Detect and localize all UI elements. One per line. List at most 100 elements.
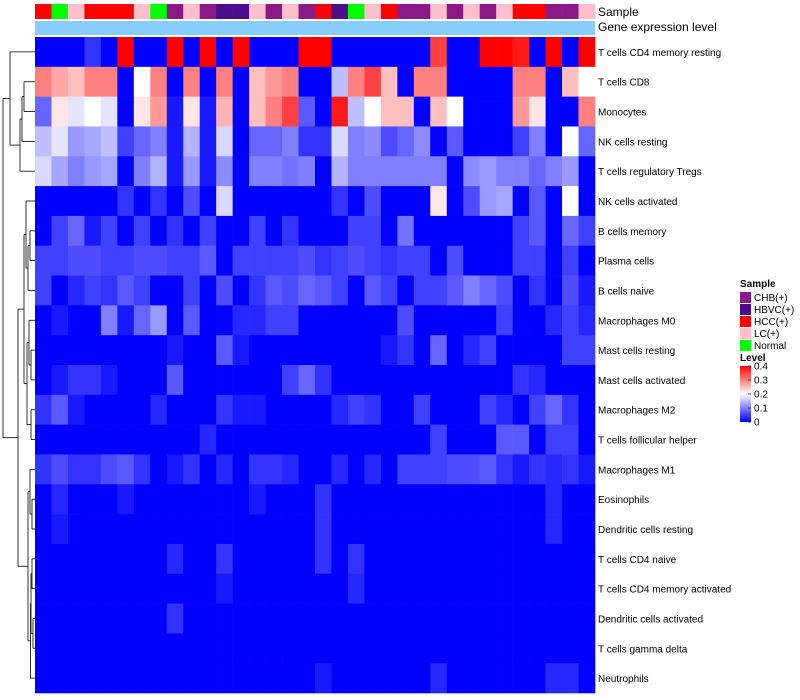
heatmap-cell [479,126,497,157]
sample-cell [133,4,151,19]
heatmap-cell [331,275,349,306]
heatmap-cell [347,126,365,157]
heatmap-cell [413,275,431,306]
heatmap-cell [446,186,464,217]
heatmap-cell [463,454,481,485]
heatmap-cell [100,186,118,217]
heatmap-cell [51,245,69,276]
heatmap-cell [265,454,283,485]
heatmap-cell [183,245,201,276]
heatmap-cell [347,156,365,187]
heatmap-cell [578,37,596,68]
sample-cell [150,4,168,19]
heatmap-cell [496,365,513,396]
heatmap-cell [133,603,151,634]
heatmap-cell [578,543,596,575]
heatmap-cell [446,245,464,276]
heatmap-cell [315,633,332,664]
heatmap-cell [446,633,464,664]
sample-cell [51,4,69,19]
heatmap-cell [479,335,497,366]
heatmap-cell [51,514,69,545]
heatmap-cell [512,305,530,336]
heatmap-cell [133,37,151,68]
heatmap-cell [315,573,332,604]
heatmap-cell [315,245,332,276]
sample-annotation-bar [35,4,596,21]
heatmap-cell [84,66,102,97]
heatmap-cell [315,484,332,515]
heatmap-cell [430,454,448,485]
gene-expression-annotation-bar [35,21,595,35]
heatmap-cell [35,245,52,276]
heatmap-cell [67,335,85,366]
heatmap-cell [282,633,299,664]
heatmap-cell [150,424,168,455]
row-label: B cells memory [598,227,666,238]
heatmap-cell [545,96,563,127]
row-label: T cells gamma delta [598,644,688,655]
heatmap-cell [463,126,481,157]
heatmap-cell [249,156,266,187]
heatmap-cell [249,66,266,97]
heatmap-cell [413,663,431,694]
heatmap-cell [413,305,431,336]
heatmap-cell [249,96,266,127]
heatmap-cell [446,66,464,97]
heatmap-cell [265,633,283,664]
heatmap-cell [166,126,184,157]
heatmap-cell [496,484,513,515]
heatmap-cell [380,454,398,485]
heatmap-cell [117,663,135,694]
heatmap-cell [84,156,102,187]
heatmap-cell [232,424,250,455]
heatmap-cell [413,543,431,575]
heatmap-cell [562,663,579,694]
heatmap-cell [282,275,299,306]
heatmap-cell [512,633,530,664]
heatmap-cell [183,663,201,694]
heatmap-cell [282,245,299,276]
heatmap-cell [166,365,184,396]
heatmap-cell [166,215,184,247]
heatmap-cell [100,424,118,455]
heatmap-cell [397,424,415,455]
heatmap-cell [397,633,415,664]
heatmap-cell [67,215,85,247]
heatmap-cell [84,603,102,634]
heatmap-cell [298,215,316,247]
heatmap-cell [529,186,546,217]
heatmap-cell [183,275,201,306]
row-label: T cells CD4 naive [598,555,677,566]
heatmap-cell [463,156,481,187]
heatmap-cell [380,245,398,276]
heatmap-cell [463,96,481,127]
row-label: NK cells resting [598,137,667,148]
heatmap-cell [562,603,579,634]
row-label: Neutrophils [598,674,649,685]
heatmap-cell [133,543,151,575]
heatmap-cell [529,633,546,664]
sample-cell [413,4,431,19]
heatmap-cell [578,365,596,396]
heatmap-cell [512,186,530,217]
heatmap-cell [545,305,563,336]
heatmap-cell [430,215,448,247]
heatmap-cell [578,663,596,694]
heatmap-cell [413,365,431,396]
heatmap-cell [512,663,530,694]
heatmap-cell [397,275,415,306]
heatmap-cell [545,514,563,545]
heatmap-cell [117,186,135,217]
heatmap-cell [100,126,118,157]
legend-swatch [740,340,751,351]
heatmap-cell [463,365,481,396]
heatmap-cell [265,335,283,366]
heatmap-cell [380,484,398,515]
heatmap-cell [298,663,316,694]
heatmap-cell [166,514,184,545]
heatmap-cell [133,663,151,694]
heatmap-cell [380,335,398,366]
heatmap-cell [84,394,102,425]
heatmap-cell [430,126,448,157]
